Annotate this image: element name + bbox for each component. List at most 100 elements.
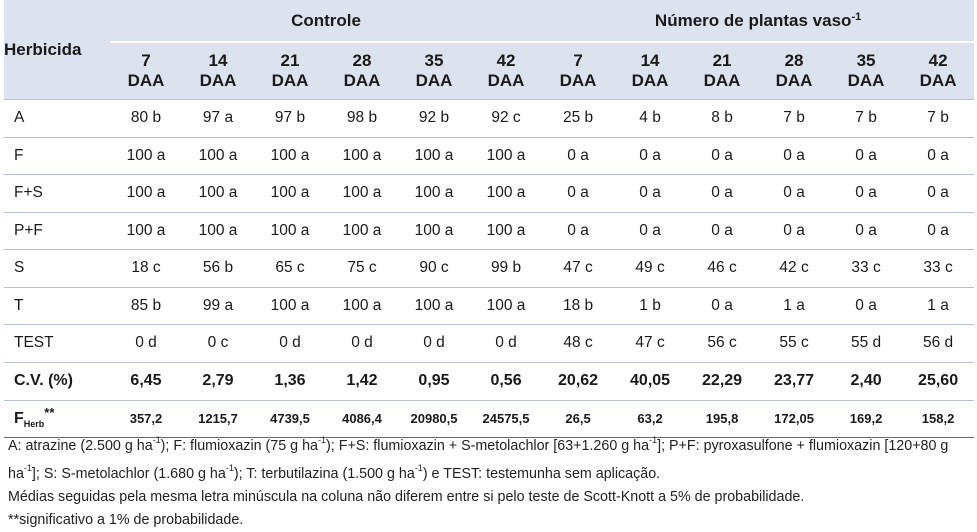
table-cell: 42 c	[758, 249, 831, 288]
table-cell: 0 a	[830, 174, 903, 213]
table-cell: 49 c	[614, 249, 687, 288]
table-cell: 100 a	[110, 137, 182, 175]
plantas-group-header: Número de plantas vaso-1	[542, 0, 975, 43]
row-label: S	[4, 249, 110, 288]
table-cell: 7 b	[830, 99, 903, 138]
table-cell: 0 a	[830, 212, 903, 250]
table-cell: 1 b	[614, 287, 687, 325]
day-header-10: 35 DAA	[830, 42, 902, 100]
day-header-0: 7 DAA	[110, 42, 182, 100]
note-scott-knott: Médias seguidas pela mesma letra minúscu…	[8, 488, 805, 505]
table-cell: 97 b	[254, 99, 326, 138]
results-table: Herbicida Controle Número de plantas vas…	[4, 0, 975, 438]
daa-label: DAA	[199, 71, 237, 90]
table-cell: 0 a	[686, 137, 759, 175]
table-cell: 99 a	[182, 287, 254, 325]
f-herb-cell: 63,2	[614, 400, 687, 438]
table-cell: 0 a	[542, 212, 615, 250]
note-legend-a: A: atrazine (2.500 g ha	[8, 437, 153, 454]
table-cell: 8 b	[686, 99, 759, 138]
f-herb-cell: 169,2	[830, 400, 903, 438]
table-cell: 100 a	[254, 137, 326, 175]
cv-cell: 40,05	[614, 362, 687, 401]
f-herb-cell: 20980,5	[398, 400, 470, 438]
table-cell: 100 a	[470, 212, 543, 250]
table-cell: 100 a	[398, 287, 470, 325]
table-cell: 0 a	[686, 287, 759, 325]
table-cell: 100 a	[254, 287, 326, 325]
table-cell: 90 c	[398, 249, 470, 288]
row-label: F	[4, 137, 110, 175]
table-cell: 56 c	[686, 324, 759, 363]
note-legend-d: ]; P+F: pyroxasulfone + flumioxazin [120…	[8, 437, 949, 482]
table-cell: 56 d	[902, 324, 975, 363]
day-header-8: 21 DAA	[686, 42, 758, 100]
table-cell: 56 b	[182, 249, 254, 288]
plantas-group-sup: -1	[851, 10, 862, 23]
table-cell: 48 c	[542, 324, 615, 363]
table-cell: 80 b	[110, 99, 182, 138]
row-label: TEST	[4, 324, 110, 363]
cv-cell: 2,40	[830, 362, 903, 401]
table-cell: 100 a	[470, 137, 543, 175]
plantas-group-title: Número de plantas vaso	[654, 10, 852, 30]
table-cell: 0 d	[254, 324, 326, 363]
cv-cell: 0,95	[398, 362, 470, 401]
cv-cell: 20,62	[542, 362, 615, 401]
day-number: 35	[856, 51, 876, 70]
row-label: A	[4, 99, 110, 138]
daa-label: DAA	[415, 71, 453, 90]
row-label: F+S	[4, 174, 110, 213]
table-cell: 100 a	[326, 174, 398, 213]
table-cell: 47 c	[542, 249, 615, 288]
table-cell: 0 a	[758, 137, 831, 175]
table-cell: 0 a	[902, 212, 975, 250]
note-legend-b: ); F: flumioxazin (75 g ha	[160, 437, 319, 454]
note-sup: -1	[225, 462, 234, 473]
note-legend-g: ) e TEST: testemunha sem aplicação.	[422, 465, 661, 482]
table-cell: 33 c	[902, 249, 975, 288]
day-number: 35	[424, 51, 444, 70]
daa-label: DAA	[847, 71, 885, 90]
day-number: 42	[928, 51, 948, 70]
note-sup: -1	[414, 462, 423, 473]
table-cell: 1 a	[758, 287, 831, 325]
daa-label: DAA	[127, 71, 165, 90]
table-row: S 18 c 56 b 65 c 75 c 90 c 99 b 47 c 49 c 46 c 42 …	[4, 249, 975, 288]
table-cell: 18 c	[110, 249, 182, 288]
table-cell: 0 a	[614, 174, 687, 213]
note-legend-e: ]; S: S-metolachlor (1.680 g ha	[31, 465, 226, 482]
table-cell: 18 b	[542, 287, 615, 325]
cv-cell: 6,45	[110, 362, 182, 401]
f-herb-cell: 24575,5	[470, 400, 543, 438]
daa-label: DAA	[631, 71, 669, 90]
day-header-3: 28 DAA	[326, 42, 398, 100]
daa-label: DAA	[487, 71, 525, 90]
table-cell: 100 a	[398, 212, 470, 250]
table-cell: 100 a	[326, 212, 398, 250]
day-number: 28	[784, 51, 804, 70]
table-cell: 99 b	[470, 249, 543, 288]
table-cell: 0 a	[758, 212, 831, 250]
table-cell: 100 a	[110, 174, 182, 213]
table-cell: 100 a	[182, 212, 254, 250]
header-row-days: 7 DAA 14 DAA 21 DAA 28 DAA 35 DAA 42 DAA 7 DAA 14 DAA 21…	[4, 42, 975, 100]
day-number: 21	[712, 51, 732, 70]
daa-label: DAA	[919, 71, 957, 90]
table-cell: 0 a	[686, 212, 759, 250]
day-header-2: 21 DAA	[254, 42, 326, 100]
table-cell: 100 a	[398, 174, 470, 213]
table-cell: 0 a	[830, 287, 903, 325]
table-cell: 55 d	[830, 324, 903, 363]
note-legend-f: ); T: terbutilazina (1.500 g ha	[233, 465, 415, 482]
daa-label: DAA	[703, 71, 741, 90]
f-herb-cell: 4086,4	[326, 400, 398, 438]
table-cell: 100 a	[470, 174, 543, 213]
table-cell: 98 b	[326, 99, 398, 138]
table-cell: 0 a	[902, 137, 975, 175]
table-cell: 4 b	[614, 99, 687, 138]
day-number: 42	[496, 51, 516, 70]
